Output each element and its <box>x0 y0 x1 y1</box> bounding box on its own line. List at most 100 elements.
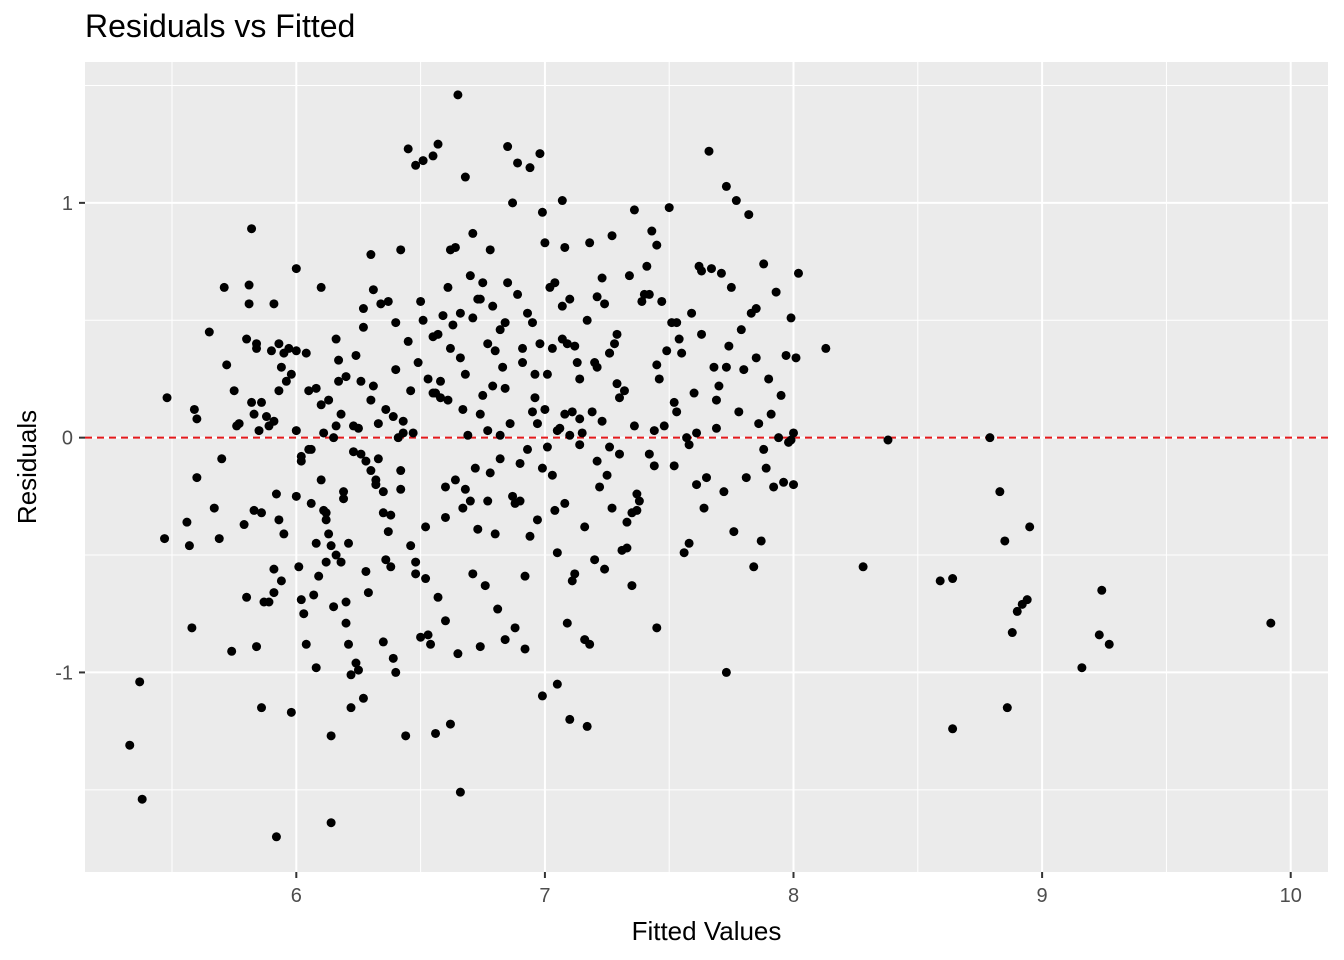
data-point <box>557 301 567 311</box>
data-point <box>433 329 443 339</box>
data-point <box>500 383 510 393</box>
data-point <box>572 358 582 368</box>
data-point <box>373 454 383 464</box>
data-point <box>779 477 789 487</box>
data-point <box>515 496 525 506</box>
data-point <box>577 428 587 438</box>
data-point <box>458 503 468 513</box>
data-point <box>416 632 426 642</box>
data-point <box>759 444 769 454</box>
data-point <box>612 379 622 389</box>
data-point <box>739 365 749 375</box>
data-point <box>513 158 523 168</box>
y-tick-label: 0 <box>62 428 73 450</box>
data-point <box>858 562 868 572</box>
data-point <box>478 390 488 400</box>
data-point <box>704 146 714 156</box>
data-point <box>547 470 557 480</box>
data-point <box>550 505 560 515</box>
data-point <box>500 318 510 328</box>
data-point <box>547 343 557 353</box>
data-point <box>326 818 336 828</box>
data-point <box>684 440 694 450</box>
data-point <box>371 475 381 485</box>
data-point <box>398 416 408 426</box>
data-point <box>460 369 470 379</box>
data-point <box>570 569 580 579</box>
data-point <box>669 397 679 407</box>
data-point <box>336 557 346 567</box>
data-point <box>786 313 796 323</box>
data-point <box>344 639 354 649</box>
data-point <box>490 529 500 539</box>
data-point <box>361 566 371 576</box>
data-point <box>334 376 344 386</box>
data-point <box>600 299 610 309</box>
data-point <box>503 278 513 288</box>
data-point <box>334 355 344 365</box>
data-point <box>619 386 629 396</box>
data-point <box>421 522 431 532</box>
data-point <box>473 524 483 534</box>
data-point <box>530 369 540 379</box>
data-point <box>453 90 463 100</box>
data-point <box>485 468 495 478</box>
data-point <box>294 562 304 572</box>
data-point <box>677 348 687 358</box>
data-point <box>697 329 707 339</box>
data-point <box>239 520 249 530</box>
data-point <box>356 449 366 459</box>
data-point <box>348 447 358 457</box>
data-point <box>637 296 647 306</box>
data-point <box>495 325 505 335</box>
data-point <box>421 574 431 584</box>
data-point <box>269 588 279 598</box>
data-point <box>527 318 537 328</box>
data-point <box>771 287 781 297</box>
data-point <box>629 421 639 431</box>
data-point <box>793 268 803 278</box>
x-tick-label: 10 <box>1280 885 1302 907</box>
data-point <box>209 503 219 513</box>
data-point <box>386 562 396 572</box>
data-point <box>455 353 465 363</box>
data-point <box>309 590 319 600</box>
data-point <box>684 538 694 548</box>
data-point <box>381 404 391 414</box>
data-point <box>985 433 995 443</box>
data-point <box>264 597 274 607</box>
data-point <box>557 196 567 206</box>
data-point <box>592 362 602 372</box>
data-point <box>358 693 368 703</box>
data-point <box>440 512 450 522</box>
data-point <box>291 264 301 274</box>
data-point <box>550 278 560 288</box>
data-point <box>1022 595 1032 605</box>
data-point <box>346 703 356 713</box>
y-axis-title: Residuals <box>12 410 42 524</box>
data-point <box>532 419 542 429</box>
data-point <box>592 292 602 302</box>
data-point <box>821 343 831 353</box>
data-point <box>366 250 376 260</box>
data-point <box>353 423 363 433</box>
data-point <box>535 339 545 349</box>
data-point <box>249 505 259 515</box>
data-point <box>721 667 731 677</box>
data-point <box>664 203 674 213</box>
data-point <box>321 508 331 518</box>
data-point <box>137 794 147 804</box>
data-point <box>614 393 624 403</box>
data-point <box>391 667 401 677</box>
data-point <box>644 449 654 459</box>
minor-gridlines <box>85 62 1328 872</box>
data-point <box>160 534 170 544</box>
data-point <box>751 353 761 363</box>
data-point <box>299 609 309 619</box>
data-point <box>306 498 316 508</box>
data-point <box>537 463 547 473</box>
data-point <box>734 407 744 417</box>
data-point <box>468 228 478 238</box>
data-point <box>1012 606 1022 616</box>
data-point <box>721 181 731 191</box>
